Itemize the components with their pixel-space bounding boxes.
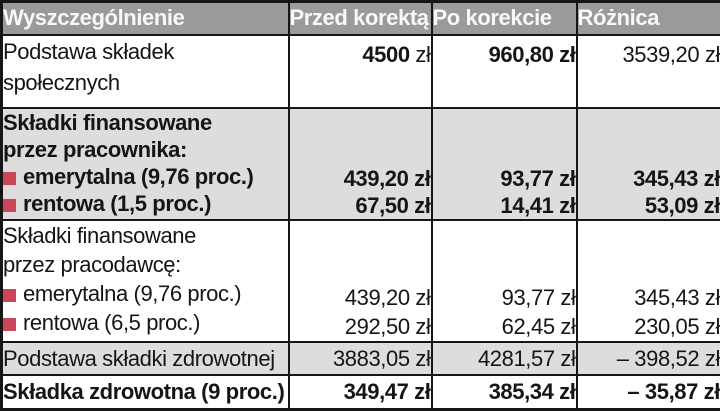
after-correction-value: 4281,57 zł xyxy=(430,340,578,377)
header-cell-after-correction: Po korekcie xyxy=(430,0,578,36)
after-correction-values: 93,77 zł 14,41 zł xyxy=(430,106,578,221)
value-line: 67,50 zł xyxy=(355,192,431,218)
value-line: 345,43 zł xyxy=(633,165,720,191)
list-item-disability: rentowa (1,5 proc.) xyxy=(3,190,287,217)
red-square-bullet-icon xyxy=(3,171,16,185)
row-label-employee-contributions: Składki finansowane przez pracownika: em… xyxy=(0,106,290,221)
row-label-employer-contributions: Składki finansowane przez pracodawcę: em… xyxy=(0,218,290,343)
row-label-contribution-base: Podstawa składek społecznych xyxy=(0,33,290,109)
value-line: 345,43 zł xyxy=(634,284,720,310)
value-line: 14,41 zł xyxy=(500,192,576,218)
amount: 4500 xyxy=(362,41,410,67)
difference-values: 345,43 zł 230,05 zł xyxy=(575,218,720,343)
header-cell-before-correction: Przed korektą xyxy=(287,0,433,36)
section-title-line: przez pracownika: xyxy=(3,136,188,162)
list-item-pension: emerytalna (9,76 proc.) xyxy=(3,163,287,190)
row-label-health-contribution: Składka zdrowotna (9 proc.) xyxy=(0,374,290,411)
header-row: Wyszczególnienie Przed korektą Po korekc… xyxy=(0,0,720,36)
before-correction-value: 349,47 zł xyxy=(287,374,433,411)
list-item-disability: rentowa (6,5 proc.) xyxy=(3,308,287,337)
before-correction-value: 3883,05 zł xyxy=(287,340,433,377)
after-correction-values: 93,77 zł 62,45 zł xyxy=(430,218,578,343)
value-line: 93,77 zł xyxy=(501,284,576,310)
section-title-line: Składki finansowane xyxy=(3,109,213,135)
currency: zł xyxy=(409,41,431,67)
list-item-label: rentowa (1,5 proc.) xyxy=(23,190,211,216)
value-line: 439,20 zł xyxy=(343,165,431,191)
header-cell-difference: Różnica xyxy=(575,0,720,36)
row-health-contribution-base: Podstawa składki zdrowotnej 3883,05 zł 4… xyxy=(0,340,720,377)
list-item-pension: emerytalna (9,76 proc.) xyxy=(3,279,287,308)
value-line: 439,20 zł xyxy=(344,284,431,310)
after-correction-value: 960,80 zł xyxy=(430,33,578,109)
label-line: Podstawa składek xyxy=(3,38,175,64)
row-employee-funded-contributions: Składki finansowane przez pracownika: em… xyxy=(0,106,720,221)
list-item-label: rentowa (6,5 proc.) xyxy=(23,309,201,335)
section-title-line: Składki finansowane xyxy=(3,222,197,248)
difference-values: 345,43 zł 53,09 zł xyxy=(575,106,720,221)
value-line: 230,05 zł xyxy=(634,313,720,339)
before-correction-values: 439,20 zł 292,50 zł xyxy=(287,218,433,343)
row-employer-funded-contributions: Składki finansowane przez pracodawcę: em… xyxy=(0,218,720,343)
difference-value: – 398,52 zł xyxy=(575,340,720,377)
red-square-bullet-icon xyxy=(3,288,16,302)
value-line: 93,77 zł xyxy=(500,165,576,191)
red-square-bullet-icon xyxy=(3,198,16,212)
section-title-line: przez pracodawcę: xyxy=(3,251,182,277)
red-square-bullet-icon xyxy=(3,317,16,331)
row-contribution-base: Podstawa składek społecznych 4500 zł 960… xyxy=(0,33,720,109)
label-line: społecznych xyxy=(3,69,121,95)
row-health-contribution: Składka zdrowotna (9 proc.) 349,47 zł 38… xyxy=(0,374,720,411)
before-correction-value: 4500 zł xyxy=(287,33,433,109)
difference-value: – 35,87 zł xyxy=(575,374,720,411)
before-correction-values: 439,20 zł 67,50 zł xyxy=(287,106,433,221)
value-line: 292,50 zł xyxy=(344,313,431,339)
header-cell-specification: Wyszczególnienie xyxy=(0,0,290,36)
list-item-label: emerytalna (9,76 proc.) xyxy=(23,163,254,189)
row-label-health-base: Podstawa składki zdrowotnej xyxy=(0,340,290,377)
after-correction-value: 385,34 zł xyxy=(430,374,578,411)
value-line: 53,09 zł xyxy=(644,192,720,218)
difference-value: 3539,20 zł xyxy=(575,33,720,109)
list-item-label: emerytalna (9,76 proc.) xyxy=(23,280,242,306)
value-line: 62,45 zł xyxy=(501,313,576,339)
